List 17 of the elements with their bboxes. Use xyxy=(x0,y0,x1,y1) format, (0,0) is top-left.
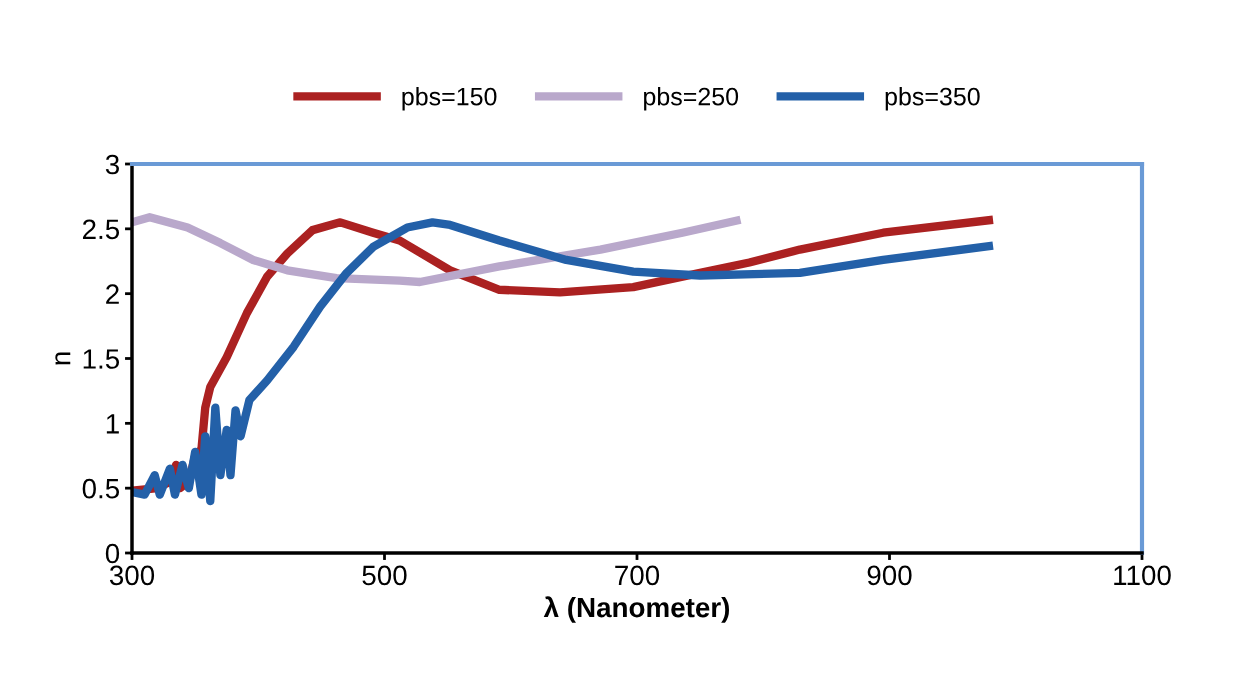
legend-label: pbs=250 xyxy=(644,87,739,111)
y-tick-label: 2.5 xyxy=(82,219,120,240)
x-axis-title: λ (Nanometer) xyxy=(543,596,730,623)
x-tick-label: 300 xyxy=(109,565,155,586)
x-tick-label: 500 xyxy=(362,565,407,586)
legend-label: pbs=150 xyxy=(402,87,497,111)
y-axis-title: n xyxy=(55,352,71,365)
x-tick-label: 900 xyxy=(867,565,912,586)
y-tick-label: 3 xyxy=(105,154,119,175)
y-tick-label: 1.5 xyxy=(83,349,120,369)
y-tick-label: 1 xyxy=(106,414,119,434)
legend-label: pbs=350 xyxy=(885,87,980,111)
y-tick-label: 0 xyxy=(105,543,120,564)
y-tick-label: 0.5 xyxy=(82,478,120,499)
y-tick-label: 2 xyxy=(106,284,119,304)
x-tick-label: 1100 xyxy=(1114,565,1171,586)
x-tick-label: 700 xyxy=(615,565,660,586)
